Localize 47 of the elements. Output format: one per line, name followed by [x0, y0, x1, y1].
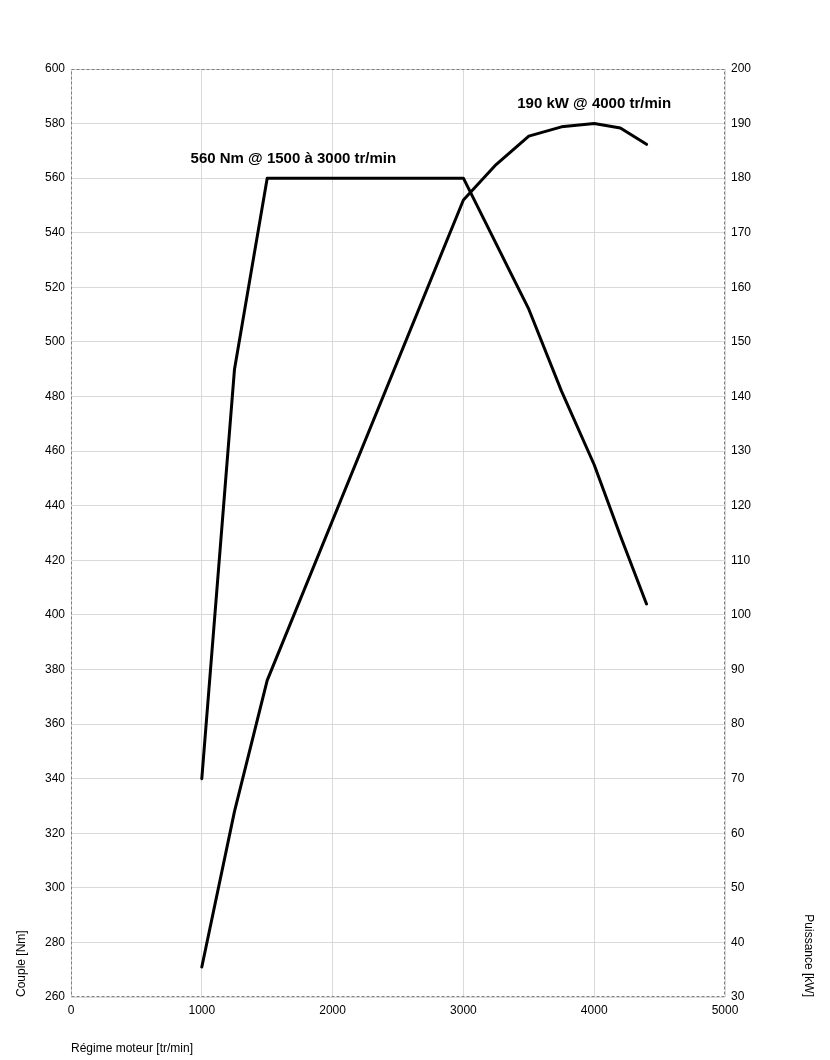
y2-tick-label: 130	[731, 443, 752, 458]
y2-tick-label: 40	[731, 934, 745, 949]
y-tick-label: 480	[44, 388, 66, 403]
y-tick-label: 540	[44, 225, 66, 240]
y-tick-label: 380	[44, 661, 66, 676]
x-tick-label: 2000	[319, 1002, 347, 1017]
y2-tick-label: 30	[731, 989, 745, 1004]
y2-tick-label: 100	[731, 607, 752, 622]
y-tick-label: 580	[44, 115, 66, 130]
y-tick-label: 520	[44, 279, 66, 294]
y2-tick-label: 90	[731, 661, 745, 676]
y-tick-label: 340	[44, 770, 66, 785]
x-tick-label: 4000	[580, 1002, 608, 1017]
y2-tick-label: 180	[731, 170, 752, 185]
y-tick-label: 500	[44, 334, 66, 349]
y2-tick-label: 190	[731, 115, 752, 130]
y-tick-label: 300	[44, 880, 66, 895]
y2-tick-label: 120	[731, 498, 752, 513]
x-tick-label: 1000	[188, 1002, 216, 1017]
annotation: 560 Nm @ 1500 à 3000 tr/min	[190, 148, 397, 166]
y-tick-label: 600	[44, 61, 66, 76]
y2-axis-title: Puissance [kW]	[802, 914, 817, 997]
y-axis-title: Couple [Nm]	[13, 930, 28, 997]
annotation: 190 kW @ 4000 tr/min	[517, 94, 672, 112]
y2-tick-label: 140	[731, 388, 752, 403]
y2-tick-label: 160	[731, 279, 752, 294]
y2-tick-label: 150	[731, 334, 752, 349]
y-tick-label: 420	[44, 552, 66, 567]
x-tick-label: 0	[67, 1002, 75, 1017]
y2-tick-label: 70	[731, 770, 745, 785]
x-tick-label: 3000	[450, 1002, 478, 1017]
y-tick-label: 260	[44, 989, 66, 1004]
x-tick-label: 5000	[711, 1002, 739, 1017]
y2-tick-label: 60	[731, 825, 745, 840]
y2-tick-label: 110	[731, 552, 751, 567]
y-tick-label: 460	[44, 443, 66, 458]
y2-tick-label: 50	[731, 880, 745, 895]
y2-tick-label: 80	[731, 716, 745, 731]
y2-tick-label: 170	[731, 225, 752, 240]
y-tick-label: 280	[44, 934, 66, 949]
y-tick-label: 400	[44, 607, 66, 622]
y2-tick-label: 200	[731, 61, 752, 76]
y-tick-label: 320	[44, 825, 66, 840]
y-tick-label: 360	[44, 716, 66, 731]
y-tick-label: 560	[44, 170, 66, 185]
y-tick-label: 440	[44, 498, 66, 513]
x-axis-title: Régime moteur [tr/min]	[71, 1041, 194, 1056]
